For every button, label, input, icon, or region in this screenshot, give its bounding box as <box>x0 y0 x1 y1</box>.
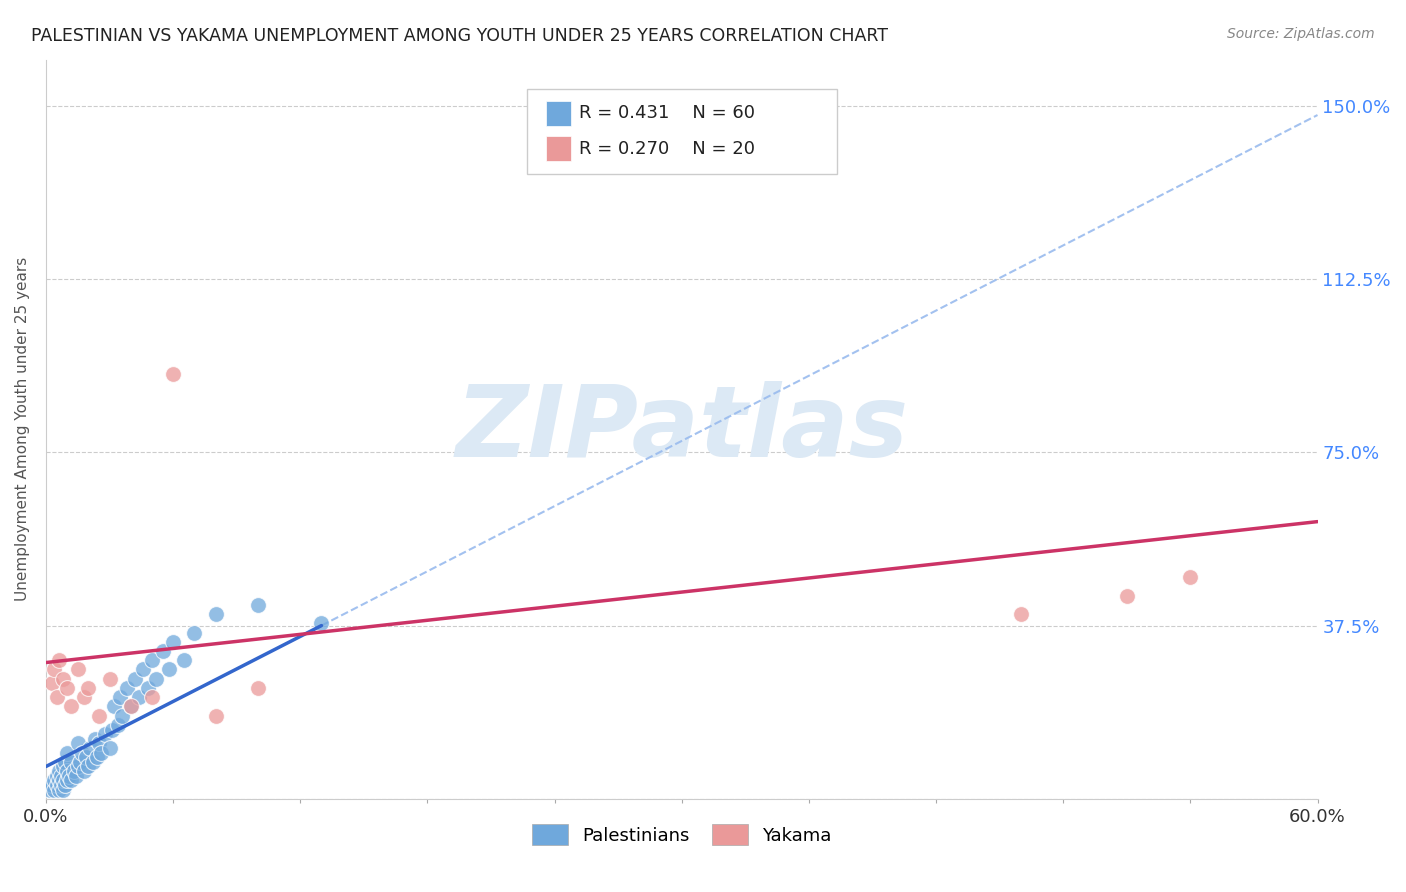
Point <box>44 773 66 788</box>
Point <box>56 764 79 778</box>
Point <box>87 708 110 723</box>
Point <box>66 759 89 773</box>
Point <box>90 746 112 760</box>
Point <box>60 755 83 769</box>
Point <box>77 681 100 695</box>
Point <box>69 755 91 769</box>
Legend: Palestinians, Yakama: Palestinians, Yakama <box>531 824 831 846</box>
Point <box>98 741 121 756</box>
Point <box>100 723 122 737</box>
Point <box>108 690 131 705</box>
Point <box>73 690 96 705</box>
Point <box>75 750 97 764</box>
Point <box>120 699 142 714</box>
Point <box>120 699 142 714</box>
Point <box>45 769 67 783</box>
Point <box>53 778 76 792</box>
Point <box>141 653 163 667</box>
Point <box>98 672 121 686</box>
Point <box>141 690 163 705</box>
Point <box>79 741 101 756</box>
Point <box>183 625 205 640</box>
Point <box>49 769 72 783</box>
Point <box>44 663 66 677</box>
Point <box>52 773 75 788</box>
Point <box>60 773 83 788</box>
Point <box>56 681 79 695</box>
Point <box>152 644 174 658</box>
Point <box>145 672 167 686</box>
Point <box>62 764 84 778</box>
Point <box>41 778 63 792</box>
Point <box>103 699 125 714</box>
Point <box>73 764 96 778</box>
Point <box>48 653 70 667</box>
Point <box>48 773 70 788</box>
Point <box>246 681 269 695</box>
Y-axis label: Unemployment Among Youth under 25 years: Unemployment Among Youth under 25 years <box>15 257 30 601</box>
Point <box>1180 570 1202 584</box>
Point <box>1010 607 1032 621</box>
Point <box>45 778 67 792</box>
Point <box>115 681 138 695</box>
Point <box>162 367 184 381</box>
Point <box>48 764 70 778</box>
Point <box>107 718 129 732</box>
Point <box>311 616 333 631</box>
Point <box>70 746 93 760</box>
Point <box>49 778 72 792</box>
Point <box>246 598 269 612</box>
Text: ZIPatlas: ZIPatlas <box>456 381 908 478</box>
Point <box>86 750 108 764</box>
Point <box>87 736 110 750</box>
Point <box>52 672 75 686</box>
Point <box>56 746 79 760</box>
Point <box>52 782 75 797</box>
Point <box>60 699 83 714</box>
Point <box>83 731 105 746</box>
Text: Source: ZipAtlas.com: Source: ZipAtlas.com <box>1227 27 1375 41</box>
Point <box>66 736 89 750</box>
Point <box>157 663 180 677</box>
Text: R = 0.431    N = 60: R = 0.431 N = 60 <box>579 104 755 122</box>
Point <box>128 690 150 705</box>
Text: PALESTINIAN VS YAKAMA UNEMPLOYMENT AMONG YOUTH UNDER 25 YEARS CORRELATION CHART: PALESTINIAN VS YAKAMA UNEMPLOYMENT AMONG… <box>31 27 889 45</box>
Point <box>94 727 117 741</box>
Point <box>204 708 226 723</box>
Point <box>136 681 159 695</box>
Point <box>39 782 62 797</box>
Point <box>173 653 195 667</box>
Point <box>132 663 155 677</box>
Point <box>77 759 100 773</box>
Point <box>204 607 226 621</box>
Point <box>52 759 75 773</box>
Point <box>1115 589 1137 603</box>
Point <box>66 663 89 677</box>
Point <box>162 634 184 648</box>
Point <box>53 755 76 769</box>
Point <box>111 708 134 723</box>
Point <box>58 769 80 783</box>
Point <box>124 672 146 686</box>
Point <box>44 782 66 797</box>
Point <box>82 755 104 769</box>
Point <box>56 773 79 788</box>
Point <box>41 676 63 690</box>
Text: R = 0.270    N = 20: R = 0.270 N = 20 <box>579 140 755 158</box>
Point <box>48 782 70 797</box>
Point <box>45 690 67 705</box>
Point <box>65 769 87 783</box>
